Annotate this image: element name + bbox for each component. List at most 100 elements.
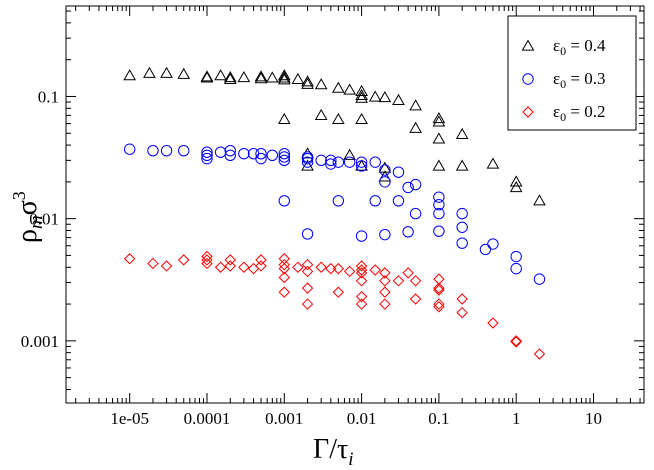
data-point <box>200 71 214 83</box>
data-point <box>355 230 368 242</box>
data-point <box>456 221 468 233</box>
data-point <box>325 262 337 275</box>
y-axis-title-superscript: 3 <box>9 191 29 200</box>
data-point <box>201 257 213 270</box>
data-point <box>254 72 268 84</box>
data-point <box>277 71 291 83</box>
data-point <box>278 148 290 160</box>
data-point <box>432 112 446 124</box>
data-point <box>278 258 291 271</box>
data-point <box>237 70 251 83</box>
legend-symbol: ε <box>553 102 560 121</box>
data-point <box>379 164 391 176</box>
data-point <box>392 93 405 105</box>
data-point <box>255 152 267 165</box>
data-point <box>177 67 191 79</box>
data-point <box>432 115 446 127</box>
data-point <box>433 199 445 211</box>
data-point <box>533 348 546 360</box>
data-point <box>433 298 445 310</box>
data-point <box>355 159 368 171</box>
data-point <box>369 156 381 168</box>
y-tick-label: 0.01 <box>29 210 59 229</box>
y-axis-title: ρmσ3 <box>9 191 47 243</box>
data-point <box>533 194 546 206</box>
legend-value: = 0.4 <box>566 36 606 55</box>
data-point <box>433 191 445 203</box>
data-point <box>291 72 305 84</box>
data-point <box>123 253 136 265</box>
legend-value: = 0.2 <box>566 102 605 121</box>
x-tick-label: 10 <box>585 409 602 428</box>
data-point <box>224 260 236 272</box>
data-point <box>201 152 213 165</box>
data-point <box>392 275 405 287</box>
data-point <box>433 225 445 237</box>
axis-ticks <box>66 6 644 403</box>
data-point <box>301 282 314 294</box>
x-axis-title-subscript: i <box>348 449 353 470</box>
data-point <box>292 261 304 273</box>
legend-marker-circle <box>522 73 534 85</box>
data-point <box>255 260 267 272</box>
data-point <box>509 180 523 193</box>
data-point <box>325 154 337 167</box>
data-point <box>510 336 522 348</box>
series-triangle <box>123 66 546 206</box>
data-point <box>355 264 368 276</box>
data-point <box>178 144 190 157</box>
legend-subscript: 0 <box>560 77 566 91</box>
data-point <box>432 132 446 144</box>
data-point <box>455 127 469 139</box>
data-point <box>456 237 468 249</box>
data-point <box>486 157 500 169</box>
x-axis-title-main: Γ/τ <box>313 434 348 465</box>
data-point <box>301 152 314 165</box>
data-point <box>433 282 445 294</box>
data-point <box>332 195 345 207</box>
data-point <box>266 149 279 161</box>
data-point <box>379 298 391 310</box>
legend-box <box>507 15 637 131</box>
data-point <box>123 69 137 81</box>
data-point <box>332 156 345 168</box>
data-point <box>379 275 391 287</box>
data-point <box>409 121 422 133</box>
data-point <box>355 275 368 287</box>
legend-subscript: 0 <box>560 110 566 124</box>
data-point <box>314 78 328 90</box>
data-point <box>343 156 356 168</box>
y-tick-label: 0.001 <box>21 332 59 351</box>
data-point <box>392 166 405 178</box>
data-point <box>224 254 236 266</box>
data-point <box>355 290 368 303</box>
data-point <box>201 250 213 263</box>
data-point <box>301 265 314 278</box>
data-point <box>214 261 227 273</box>
data-point <box>277 112 291 124</box>
data-point <box>278 262 291 275</box>
data-point <box>355 160 368 172</box>
data-point <box>201 149 213 161</box>
data-point <box>278 271 291 284</box>
data-point <box>355 267 368 279</box>
series-diamond <box>123 250 546 360</box>
data-point <box>343 265 356 278</box>
data-point <box>238 148 250 160</box>
data-point <box>402 226 414 238</box>
data-point <box>378 91 392 103</box>
legend-marker-diamond <box>522 106 534 118</box>
data-point <box>238 261 250 273</box>
data-point <box>409 207 422 220</box>
data-point <box>409 99 422 111</box>
data-point <box>379 267 391 279</box>
x-axis-title: Γ/τi <box>313 434 354 470</box>
data-point <box>301 258 314 271</box>
data-point <box>510 250 522 263</box>
data-point <box>278 154 290 167</box>
data-point <box>487 317 499 329</box>
data-point <box>301 156 314 168</box>
data-point <box>392 195 405 207</box>
data-point <box>456 207 468 220</box>
